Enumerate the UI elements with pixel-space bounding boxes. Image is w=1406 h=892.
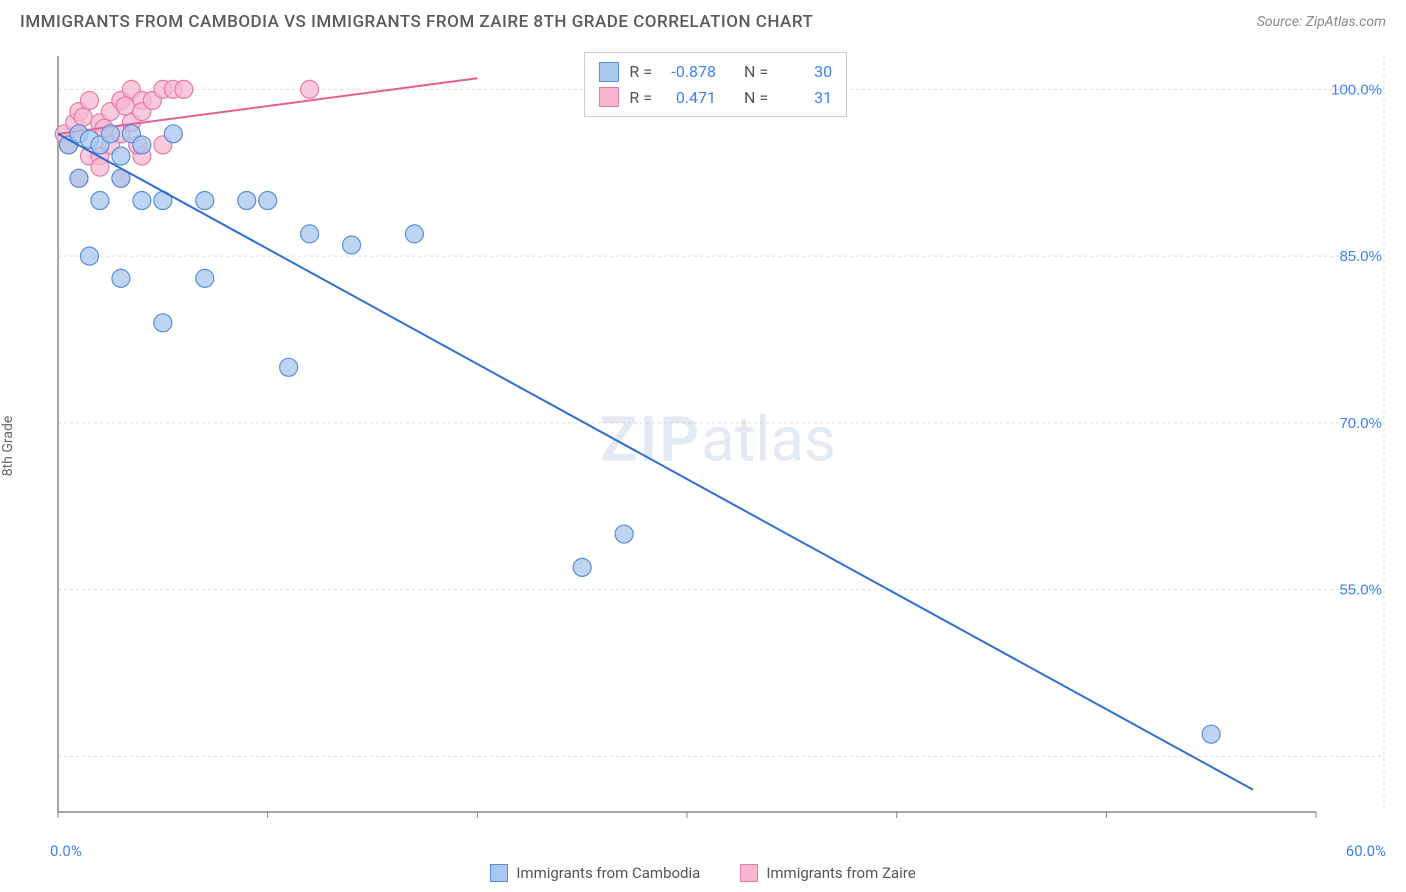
stats-row-cambodia: R = -0.878 N = 30 [599,59,832,85]
legend-swatch-zaire [740,864,758,882]
source-link[interactable]: ZipAtlas.com [1306,14,1386,30]
r-value-zaire: 0.471 [662,85,716,111]
scatter-chart-svg: 100.0% 85.0% 70.0% 55.0% [50,48,1386,832]
n-value-cambodia: 30 [778,59,832,85]
legend-label-cambodia: Immigrants from Cambodia [516,864,700,882]
source-attribution: Source: ZipAtlas.com [1257,14,1386,30]
chart-title: IMMIGRANTS FROM CAMBODIA VS IMMIGRANTS F… [20,12,813,32]
x-axis-min-label: 0.0% [50,842,82,860]
y-axis-label: 8th Grade [0,416,16,477]
legend-item-cambodia: Immigrants from Cambodia [490,864,700,882]
bottom-legend: Immigrants from Cambodia Immigrants from… [0,864,1406,882]
svg-text:85.0%: 85.0% [1339,248,1382,265]
source-prefix: Source: [1257,14,1306,30]
correlation-stats-box: R = -0.878 N = 30 R = 0.471 N = 31 [584,52,847,117]
r-value-cambodia: -0.878 [662,59,716,85]
svg-text:55.0%: 55.0% [1339,582,1382,599]
legend-swatch-cambodia [490,864,508,882]
n-label: N = [744,85,768,111]
x-axis-max-label: 60.0% [1346,842,1386,860]
legend-item-zaire: Immigrants from Zaire [740,864,915,882]
svg-text:100.0%: 100.0% [1331,81,1382,98]
r-label: R = [629,85,652,111]
stats-row-zaire: R = 0.471 N = 31 [599,85,832,111]
r-label: R = [629,59,652,85]
n-value-zaire: 31 [778,85,832,111]
n-label: N = [744,59,768,85]
swatch-zaire [599,87,619,107]
svg-text:70.0%: 70.0% [1339,415,1382,432]
chart-plot-area: 100.0%85.0%70.0%55.0% ZIPatlas R = -0.87… [50,48,1386,832]
legend-label-zaire: Immigrants from Zaire [766,864,915,882]
swatch-cambodia [599,62,619,82]
